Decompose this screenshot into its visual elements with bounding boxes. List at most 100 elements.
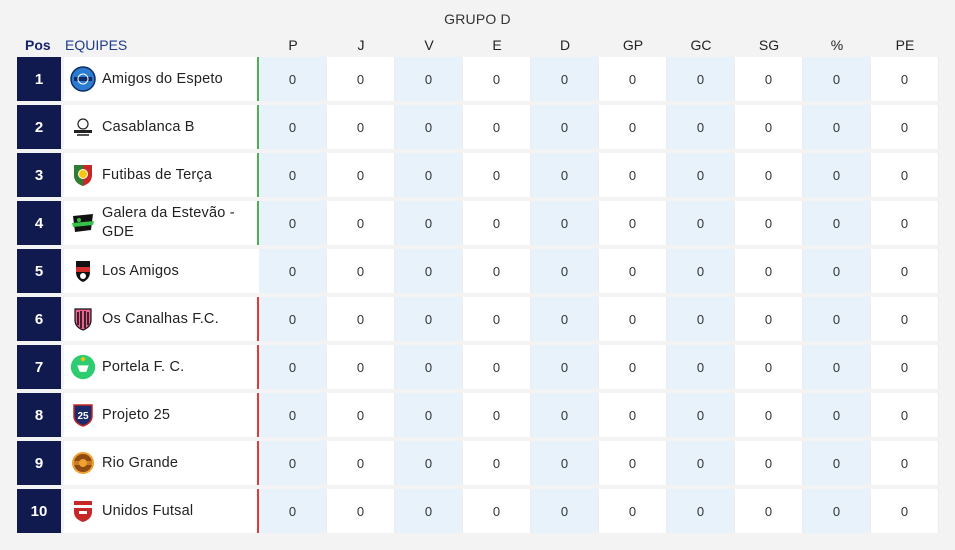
stat-gp: 0 <box>599 105 667 149</box>
stat-v: 0 <box>395 393 463 437</box>
stat-p: 0 <box>259 489 327 533</box>
stat-d: 0 <box>531 153 599 197</box>
stat-gp: 0 <box>599 297 667 341</box>
stat-e: 0 <box>463 105 531 149</box>
projeto-25-logo-text: 25 <box>77 411 89 422</box>
position-badge: 6 <box>17 297 61 341</box>
header-pe: PE <box>895 37 915 53</box>
stat-d: 0 <box>531 297 599 341</box>
table-row: 7 Portela F. C. 0 0 0 0 0 0 0 0 0 0 <box>17 345 939 389</box>
status-indicator <box>257 489 259 533</box>
stat-j: 0 <box>327 489 395 533</box>
stat-pe: 0 <box>871 201 939 245</box>
stat-e: 0 <box>463 297 531 341</box>
status-indicator <box>257 153 259 197</box>
stat-percent: 0 <box>803 153 871 197</box>
unidos-futsal-crest-icon <box>70 498 96 524</box>
stat-percent: 0 <box>803 105 871 149</box>
stat-sg: 0 <box>735 105 803 149</box>
stat-gp: 0 <box>599 489 667 533</box>
stat-d: 0 <box>531 57 599 101</box>
stat-j: 0 <box>327 345 395 389</box>
status-indicator <box>257 201 259 245</box>
stat-j: 0 <box>327 201 395 245</box>
stat-d: 0 <box>531 441 599 485</box>
stat-v: 0 <box>395 105 463 149</box>
stat-gc: 0 <box>667 441 735 485</box>
team-cell[interactable]: 25 Projeto 25 <box>64 393 257 437</box>
stat-sg: 0 <box>735 57 803 101</box>
stat-p: 0 <box>259 249 327 293</box>
projeto-25-crest-icon: 25 <box>70 402 96 428</box>
header-j: J <box>357 37 365 53</box>
stat-j: 0 <box>327 153 395 197</box>
portela-crest-icon <box>70 354 96 380</box>
stat-v: 0 <box>395 201 463 245</box>
stat-percent: 0 <box>803 489 871 533</box>
header-percent: % <box>830 37 844 53</box>
gde-crest-icon <box>70 210 96 236</box>
stat-d: 0 <box>531 201 599 245</box>
team-cell[interactable]: Unidos Futsal <box>64 489 257 533</box>
stat-d: 0 <box>531 105 599 149</box>
stat-p: 0 <box>259 393 327 437</box>
table-row: 3 Futibas de Terça 0 0 0 0 0 0 0 0 0 0 <box>17 153 939 197</box>
team-name: Portela F. C. <box>102 358 185 375</box>
stat-sg: 0 <box>735 249 803 293</box>
group-title: GRUPO D <box>444 11 511 27</box>
stat-percent: 0 <box>803 249 871 293</box>
stat-gc: 0 <box>667 345 735 389</box>
header-sg: SG <box>758 37 780 53</box>
stat-d: 0 <box>531 489 599 533</box>
stat-pe: 0 <box>871 345 939 389</box>
team-cell[interactable]: Futibas de Terça <box>64 153 257 197</box>
table-row: 8 25 Projeto 25 0 0 0 0 0 0 0 0 0 0 <box>17 393 939 437</box>
team-cell[interactable]: Galera da Estevão - GDE <box>64 201 257 245</box>
table-row: 9 Rio Grande 0 0 0 0 0 0 0 0 0 0 <box>17 441 939 485</box>
stat-percent: 0 <box>803 57 871 101</box>
team-cell[interactable]: Los Amigos <box>64 249 257 293</box>
position-badge: 2 <box>17 105 61 149</box>
stat-gc: 0 <box>667 153 735 197</box>
stat-gp: 0 <box>599 57 667 101</box>
stat-e: 0 <box>463 393 531 437</box>
stat-gc: 0 <box>667 297 735 341</box>
team-cell[interactable]: Portela F. C. <box>64 345 257 389</box>
header-team: EQUIPES <box>65 37 128 53</box>
stat-percent: 0 <box>803 441 871 485</box>
los-amigos-crest-icon <box>70 258 96 284</box>
stat-e: 0 <box>463 153 531 197</box>
stat-p: 0 <box>259 57 327 101</box>
stat-pe: 0 <box>871 441 939 485</box>
position-badge: 8 <box>17 393 61 437</box>
position-badge: 1 <box>17 57 61 101</box>
stat-pe: 0 <box>871 153 939 197</box>
table-row: 4 Galera da Estevão - GDE 0 0 0 0 0 0 0 0 0 0 <box>17 201 939 245</box>
stat-gp: 0 <box>599 345 667 389</box>
stat-percent: 0 <box>803 393 871 437</box>
team-cell[interactable]: Amigos do Espeto <box>64 57 257 101</box>
stat-p: 0 <box>259 153 327 197</box>
stat-sg: 0 <box>735 201 803 245</box>
stat-percent: 0 <box>803 201 871 245</box>
status-indicator <box>257 345 259 389</box>
stat-p: 0 <box>259 201 327 245</box>
team-cell[interactable]: Os Canalhas F.C. <box>64 297 257 341</box>
futibas-crest-icon <box>70 162 96 188</box>
stat-pe: 0 <box>871 57 939 101</box>
stat-p: 0 <box>259 441 327 485</box>
stat-j: 0 <box>327 441 395 485</box>
stat-gp: 0 <box>599 249 667 293</box>
stat-v: 0 <box>395 57 463 101</box>
stat-v: 0 <box>395 441 463 485</box>
table-row: 1 Amigos do Espeto 0 0 0 0 0 0 0 0 0 0 <box>17 57 939 101</box>
team-cell[interactable]: Rio Grande <box>64 441 257 485</box>
team-cell[interactable]: Casablanca B <box>64 105 257 149</box>
header-p: P <box>288 37 298 53</box>
